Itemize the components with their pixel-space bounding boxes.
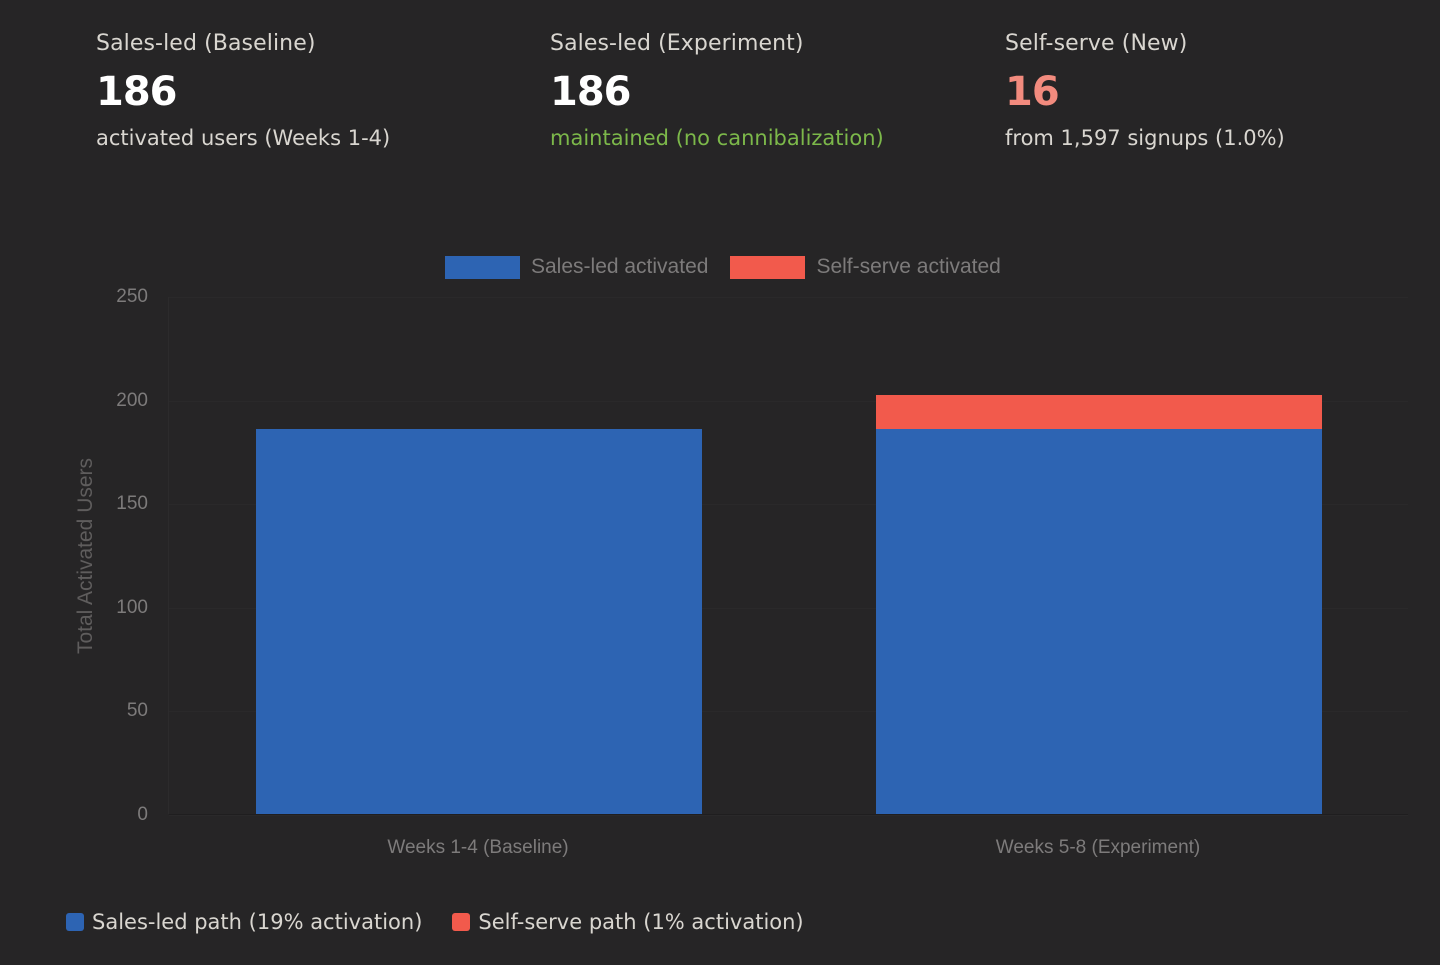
y-tick-label: 50 (126, 700, 148, 722)
kpi-card-self-serve-new: Self-serve (New) 16 from 1,597 signups (… (1005, 28, 1285, 154)
footer-legend: Sales-led path (19% activation) Self-ser… (66, 910, 834, 934)
y-tick-label: 150 (116, 493, 148, 515)
kpi-card-sales-led-baseline: Sales-led (Baseline) 186 activated users… (96, 28, 390, 154)
bar-segment[interactable] (256, 428, 702, 814)
y-tick-label: 0 (137, 804, 148, 825)
bar-stack[interactable] (876, 296, 1322, 814)
legend-swatch (730, 255, 806, 279)
footer-legend-sales-led: Sales-led path (19% activation) (66, 910, 422, 934)
kpi-value: 16 (1005, 69, 1060, 115)
x-tick-label: Weeks 1-4 (Baseline) (387, 837, 569, 858)
x-tick-label: Weeks 5-8 (Experiment) (995, 837, 1201, 858)
footer-legend-self-serve: Self-serve path (1% activation) (452, 910, 804, 934)
gridline (169, 400, 1408, 402)
kpi-value: 186 (96, 69, 178, 115)
gridline (169, 607, 1408, 609)
kpi-value: 186 (550, 69, 631, 115)
y-tick-label: 250 (116, 286, 148, 307)
kpi-subtext: maintained (no cannibalization) (550, 126, 884, 150)
kpi-label: Sales-led (Experiment) (550, 31, 804, 56)
legend-swatch (66, 913, 84, 931)
kpi-card-sales-led-experiment: Sales-led (Experiment) 186 maintained (n… (550, 28, 884, 154)
kpi-label: Sales-led (Baseline) (96, 31, 316, 56)
legend-item-sales-led[interactable]: Sales-led activated (445, 255, 708, 279)
legend-label: Self-serve activated (816, 255, 1001, 278)
footer-legend-label: Self-serve path (1% activation) (478, 910, 804, 934)
gridline (169, 711, 1408, 713)
gridline (169, 297, 1408, 298)
bar-stack[interactable] (256, 296, 702, 814)
legend-swatch (452, 913, 471, 931)
y-axis-title: Total Activated Users (74, 457, 97, 655)
y-tick-label: 200 (116, 389, 148, 411)
legend-item-self-serve[interactable]: Self-serve activated (730, 255, 1001, 279)
bar-segment[interactable] (876, 395, 1322, 429)
gridline (169, 504, 1408, 506)
chart-legend: Sales-led activated Self-serve activated (445, 255, 1023, 279)
footer-legend-label: Sales-led path (19% activation) (92, 910, 423, 934)
gridline (169, 815, 1408, 816)
y-tick-label: 100 (116, 596, 148, 618)
kpi-subtext: activated users (Weeks 1-4) (96, 126, 391, 150)
kpi-label: Self-serve (New) (1005, 31, 1188, 56)
legend-swatch (445, 255, 520, 279)
legend-label: Sales-led activated (531, 255, 709, 278)
bar-segment[interactable] (876, 428, 1322, 814)
plot-area (168, 296, 1408, 816)
kpi-subtext: from 1,597 signups (1.0%) (1005, 126, 1285, 150)
